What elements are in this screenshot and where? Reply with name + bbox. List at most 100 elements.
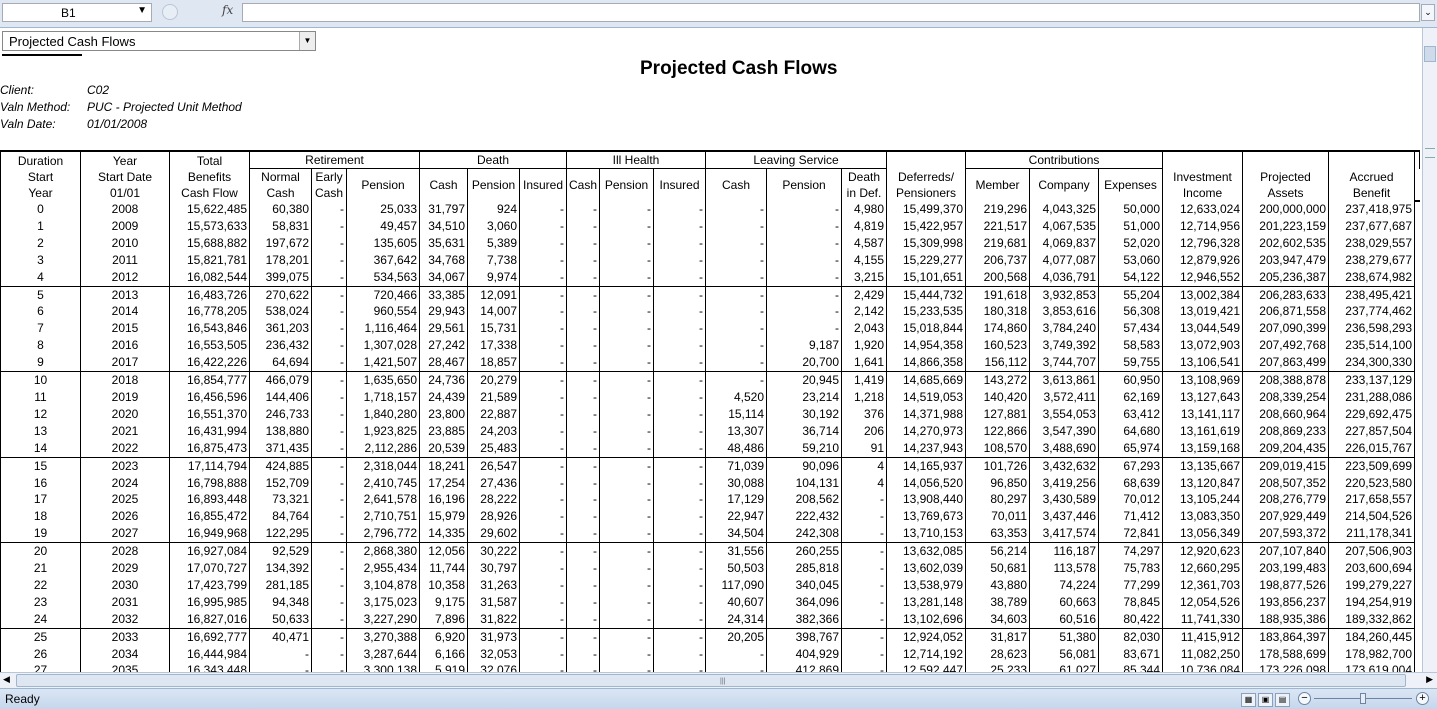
table-cell[interactable]: -: [519, 593, 567, 611]
table-cell[interactable]: 3,430,589: [1029, 491, 1099, 509]
table-cell[interactable]: -: [565, 371, 600, 389]
table-cell[interactable]: 56,081: [1029, 645, 1099, 663]
table-cell[interactable]: 31,817: [965, 627, 1030, 646]
table-cell[interactable]: 281,185: [249, 576, 312, 594]
table-cell[interactable]: -: [519, 456, 567, 475]
table-cell[interactable]: 122,866: [965, 422, 1030, 440]
table-cell[interactable]: 220,523,580: [1328, 474, 1416, 492]
table-cell[interactable]: -: [311, 251, 347, 269]
table-cell[interactable]: 5,919: [419, 662, 468, 672]
table-cell[interactable]: 2019: [80, 388, 170, 406]
table-cell[interactable]: 13,120,847: [1162, 474, 1243, 492]
table-cell[interactable]: 64,680: [1098, 422, 1163, 440]
table-cell[interactable]: -: [599, 268, 654, 287]
table-cell[interactable]: 260,255: [766, 542, 842, 561]
table-cell[interactable]: 12,054,526: [1162, 593, 1243, 611]
table-cell[interactable]: 12,714,192: [886, 645, 966, 663]
table-cell[interactable]: 16,875,473: [169, 439, 250, 458]
table-cell[interactable]: 30,192: [766, 405, 842, 423]
table-cell[interactable]: -: [311, 234, 347, 252]
table-cell[interactable]: 12,592,447: [886, 662, 966, 672]
table-cell[interactable]: 189,332,862: [1328, 610, 1416, 629]
table-cell[interactable]: 15,229,277: [886, 251, 966, 269]
table-cell[interactable]: 3,784,240: [1029, 320, 1099, 338]
table-cell[interactable]: 2033: [80, 627, 170, 646]
table-cell[interactable]: 12,920,623: [1162, 542, 1243, 561]
table-cell[interactable]: 2014: [80, 303, 170, 321]
table-cell[interactable]: 10,358: [419, 576, 468, 594]
table-cell[interactable]: 25: [0, 627, 81, 646]
table-cell[interactable]: 16,082,544: [169, 268, 250, 287]
table-cell[interactable]: 75,783: [1098, 560, 1163, 577]
table-cell[interactable]: -: [653, 474, 706, 492]
table-cell[interactable]: -: [311, 474, 347, 492]
table-cell[interactable]: 2018: [80, 371, 170, 389]
table-cell[interactable]: 43,880: [965, 576, 1030, 594]
table-cell[interactable]: 50,633: [249, 610, 312, 629]
table-cell[interactable]: -: [841, 525, 887, 543]
table-cell[interactable]: 58,831: [249, 217, 312, 235]
table-cell[interactable]: 14,954,358: [886, 337, 966, 355]
table-cell[interactable]: 11,744: [419, 560, 468, 577]
table-cell[interactable]: 104,131: [766, 474, 842, 492]
table-cell[interactable]: 18,241: [419, 456, 468, 475]
table-cell[interactable]: -: [841, 662, 887, 672]
table-cell[interactable]: 5: [0, 285, 81, 304]
table-cell[interactable]: -: [565, 560, 600, 577]
table-cell[interactable]: 178,982,700: [1328, 645, 1416, 663]
table-cell[interactable]: -: [565, 285, 600, 304]
table-cell[interactable]: 40,471: [249, 627, 312, 646]
table-cell[interactable]: 15,821,781: [169, 251, 250, 269]
table-cell[interactable]: 13,105,244: [1162, 491, 1243, 509]
table-cell[interactable]: 4: [841, 474, 887, 492]
table-cell[interactable]: 14,237,943: [886, 439, 966, 458]
table-cell[interactable]: 206: [841, 422, 887, 440]
table-cell[interactable]: 13,127,643: [1162, 388, 1243, 406]
table-cell[interactable]: -: [311, 525, 347, 543]
table-cell[interactable]: 14,165,937: [886, 456, 966, 475]
table-cell[interactable]: -: [565, 422, 600, 440]
table-cell[interactable]: 2,955,434: [346, 560, 420, 577]
table-cell[interactable]: 22,887: [467, 405, 520, 423]
table-cell[interactable]: -: [599, 320, 654, 338]
table-cell[interactable]: 3,488,690: [1029, 439, 1099, 458]
table-cell[interactable]: 16,778,205: [169, 303, 250, 321]
zoom-knob[interactable]: [1360, 693, 1366, 704]
table-cell[interactable]: -: [653, 645, 706, 663]
table-cell[interactable]: 2020: [80, 405, 170, 423]
table-cell[interactable]: 134,392: [249, 560, 312, 577]
table-cell[interactable]: 30,088: [705, 474, 767, 492]
table-cell[interactable]: -: [653, 576, 706, 594]
table-cell[interactable]: -: [311, 576, 347, 594]
table-cell[interactable]: -: [766, 320, 842, 338]
table-cell[interactable]: 1,218: [841, 388, 887, 406]
table-cell[interactable]: 101,726: [965, 456, 1030, 475]
table-cell[interactable]: 31,973: [467, 627, 520, 646]
table-cell[interactable]: 15,622,485: [169, 201, 250, 218]
table-cell[interactable]: 183,864,397: [1242, 627, 1329, 646]
table-cell[interactable]: 203,600,694: [1328, 560, 1416, 577]
table-cell[interactable]: -: [311, 303, 347, 321]
table-cell[interactable]: 90,096: [766, 456, 842, 475]
table-cell[interactable]: -: [565, 627, 600, 646]
table-cell[interactable]: 209,019,415: [1242, 456, 1329, 475]
table-cell[interactable]: 200,000,000: [1242, 201, 1329, 218]
table-cell[interactable]: -: [519, 251, 567, 269]
table-cell[interactable]: 208,869,233: [1242, 422, 1329, 440]
table-cell[interactable]: 34,510: [419, 217, 468, 235]
scroll-right-icon[interactable]: ▶: [1426, 674, 1433, 684]
table-cell[interactable]: 206,871,558: [1242, 303, 1329, 321]
table-cell[interactable]: -: [519, 627, 567, 646]
table-cell[interactable]: 71,412: [1098, 508, 1163, 526]
table-cell[interactable]: 23: [0, 593, 81, 611]
table-cell[interactable]: 54,122: [1098, 268, 1163, 287]
table-cell[interactable]: -: [653, 525, 706, 543]
table-cell[interactable]: -: [653, 405, 706, 423]
table-cell[interactable]: 20,700: [766, 354, 842, 372]
table-cell[interactable]: 23,800: [419, 405, 468, 423]
table-cell[interactable]: 15,422,957: [886, 217, 966, 235]
table-cell[interactable]: 2034: [80, 645, 170, 663]
table-cell[interactable]: 3,287,644: [346, 645, 420, 663]
table-cell[interactable]: 28,467: [419, 354, 468, 372]
table-cell[interactable]: 2031: [80, 593, 170, 611]
